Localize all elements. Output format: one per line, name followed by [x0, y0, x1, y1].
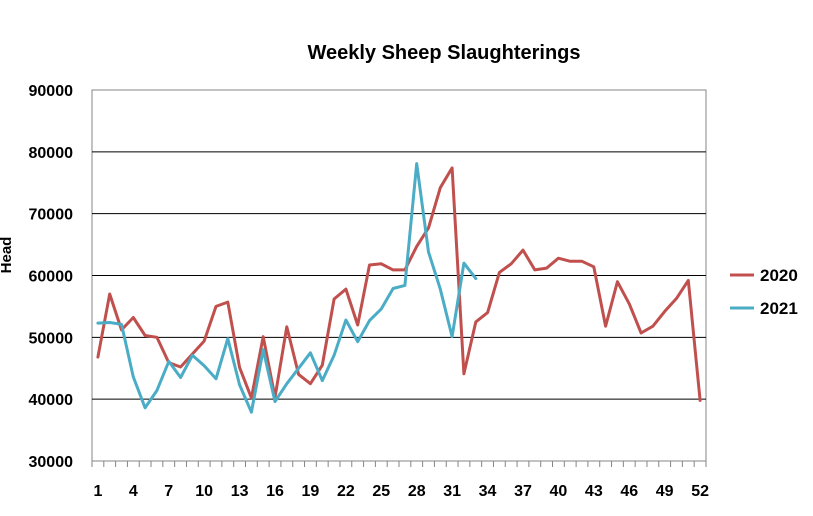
x-tick-label: 28 — [408, 483, 426, 500]
legend-label-2021: 2021 — [760, 299, 798, 318]
series-line-2020 — [96, 166, 702, 402]
x-tick-label: 52 — [691, 483, 709, 500]
x-tick-label: 34 — [479, 483, 497, 500]
chart-title: Weekly Sheep Slaughterings — [307, 42, 580, 64]
series-line-2021 — [96, 162, 478, 414]
x-tick-label: 7 — [164, 483, 173, 500]
y-tick-label: 40000 — [29, 392, 74, 409]
x-tick-label: 31 — [443, 483, 461, 500]
x-tick-label: 40 — [550, 483, 568, 500]
x-tick-label: 49 — [656, 483, 674, 500]
legend-label-2020: 2020 — [760, 266, 798, 285]
y-tick-label: 30000 — [29, 454, 74, 471]
x-tick-label: 1 — [93, 483, 102, 500]
gridlines — [92, 151, 706, 400]
y-tick-label: 80000 — [29, 145, 74, 162]
legend: 2020 2021 — [730, 266, 798, 318]
data-series — [96, 162, 702, 414]
x-tick-label: 19 — [302, 483, 320, 500]
y-tick-label: 90000 — [29, 83, 74, 100]
x-tick-label: 16 — [266, 483, 284, 500]
x-tick-label: 25 — [372, 483, 390, 500]
x-tick-label: 46 — [620, 483, 638, 500]
y-tick-label: 70000 — [29, 207, 74, 224]
y-axis-label: Head — [0, 237, 15, 274]
x-tick-label: 22 — [337, 483, 355, 500]
x-axis: 1 4 7 10 13 16 19 22 25 28 31 34 37 40 43 46 49 52 — [91, 461, 709, 500]
y-tick-label: 60000 — [29, 269, 74, 286]
y-axis-tick-labels: 30000 40000 50000 60000 70000 80000 90000 — [29, 83, 74, 471]
x-tick-label: 13 — [231, 483, 249, 500]
x-tick-label: 4 — [129, 483, 138, 500]
x-tick-label: 43 — [585, 483, 603, 500]
x-tick-label: 37 — [514, 483, 532, 500]
x-tick-label: 10 — [195, 483, 213, 500]
y-tick-label: 50000 — [29, 330, 74, 347]
